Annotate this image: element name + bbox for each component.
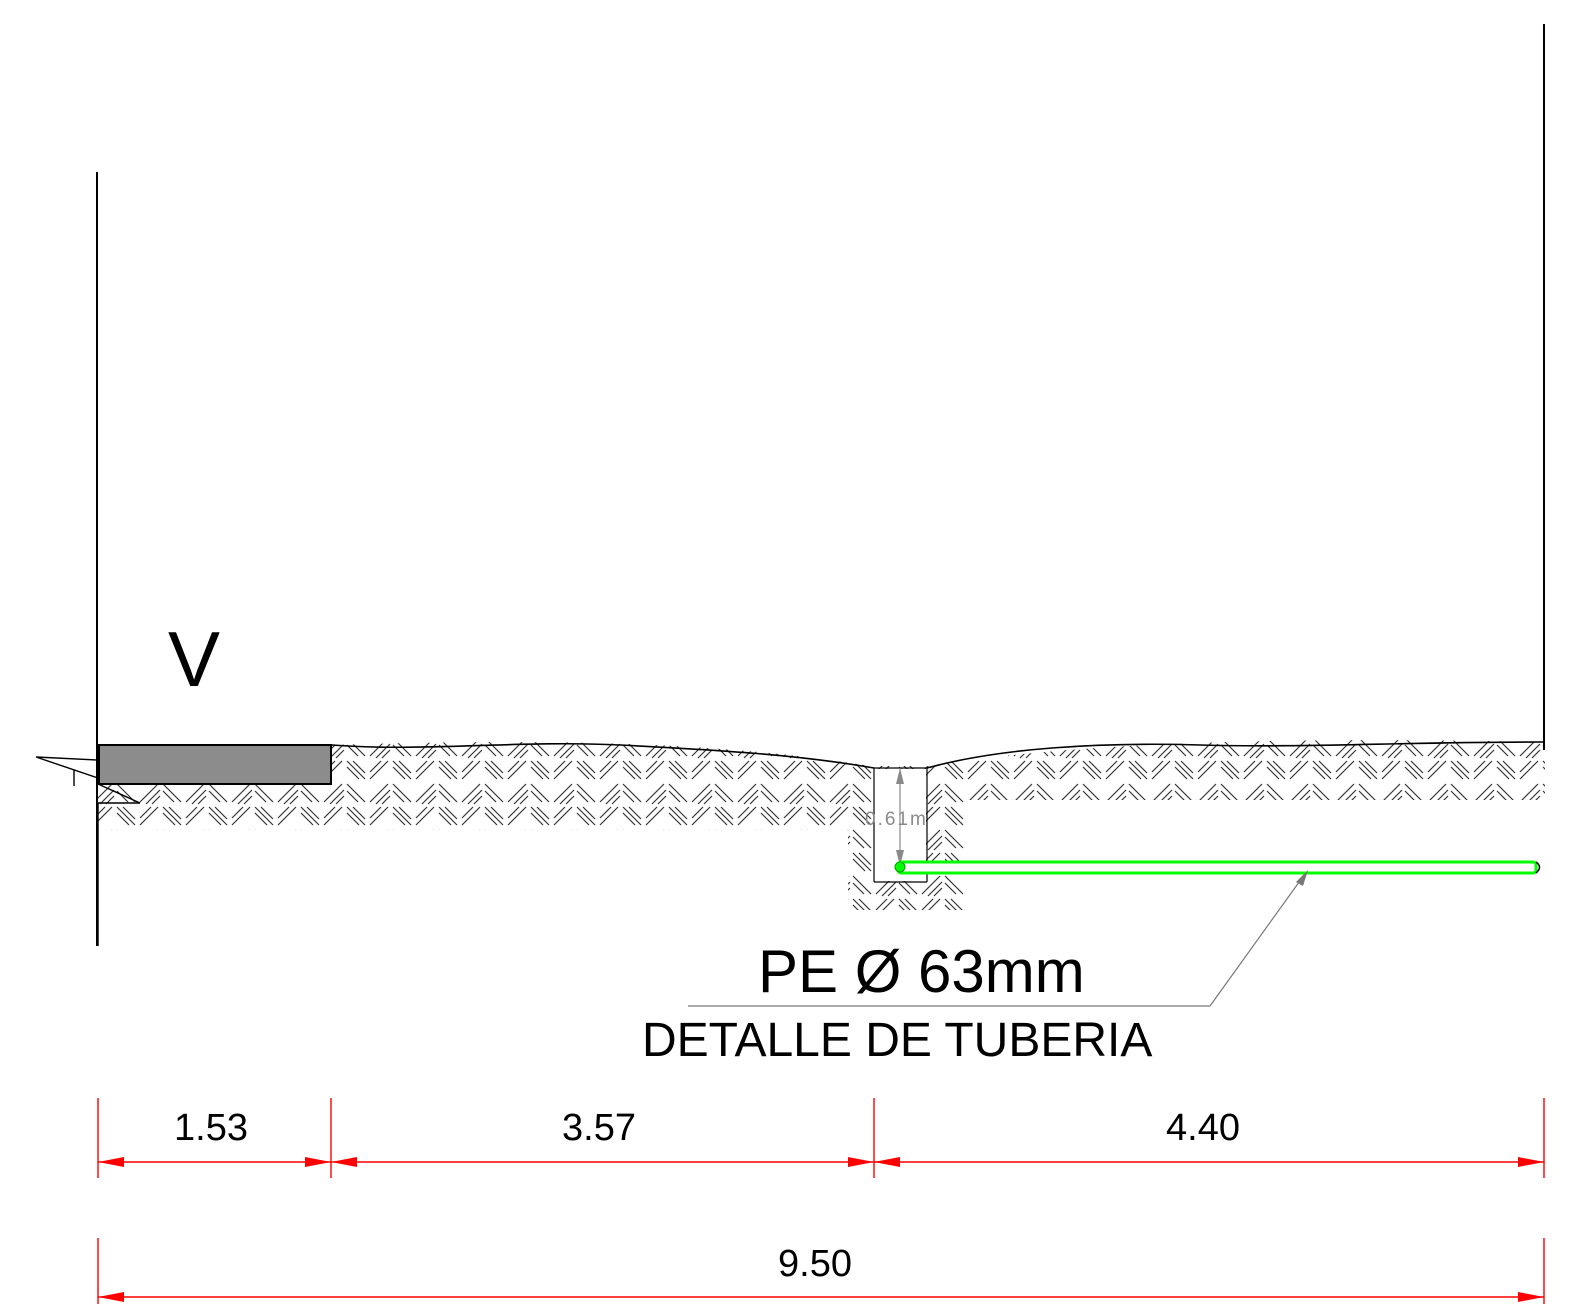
concrete-slab xyxy=(98,744,332,785)
dimension-segment-1: 1.53 xyxy=(174,1107,248,1149)
dimension-total: 9.50 xyxy=(778,1243,852,1285)
trench-depth-label: 0.61m xyxy=(865,809,928,830)
pipe-spec-label: PE Ø 63mm xyxy=(758,938,1085,1005)
wall-mark-label: V xyxy=(168,615,220,703)
dimension-segment-2: 3.57 xyxy=(562,1107,636,1149)
section-cut-mark xyxy=(35,756,141,946)
pipe-leader-line xyxy=(688,870,1308,1007)
pe-pipe xyxy=(894,860,1541,875)
ground-surface-line xyxy=(331,741,1545,769)
trench-depth-dimension xyxy=(896,768,904,868)
detail-title: DETALLE DE TUBERIA xyxy=(642,1014,1152,1067)
dimension-segment-3: 4.40 xyxy=(1166,1107,1240,1149)
dimension-lines xyxy=(97,1098,1545,1304)
